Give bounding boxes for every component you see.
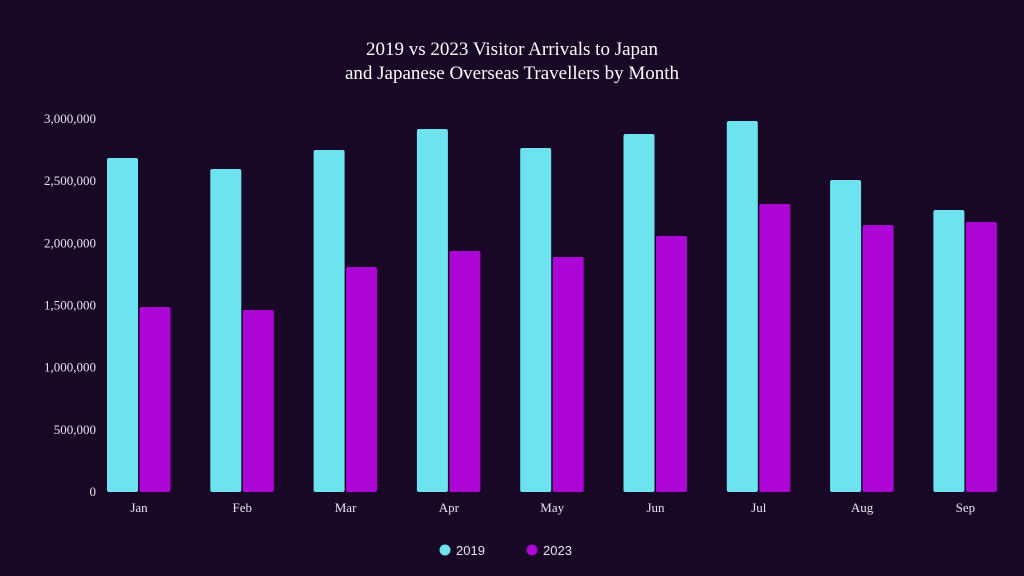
bar-2019-jan (107, 158, 138, 493)
chart-title: 2019 vs 2023 Visitor Arrivals to Japan a… (0, 38, 1024, 86)
x-tick-label: Jul (751, 500, 767, 515)
bar-2019-may (520, 147, 552, 492)
x-tick-label: Jun (646, 500, 665, 515)
chart-title-line-2: and Japanese Overseas Travellers by Mont… (344, 63, 679, 84)
bar-2019-sep (933, 210, 965, 492)
x-tick-label: Aug (851, 500, 874, 515)
x-tick-label: Mar (335, 500, 357, 515)
bar-2019-mar (313, 149, 345, 493)
bar-2023-jan (139, 306, 171, 492)
bar-2023-mar (346, 266, 378, 492)
y-tick-label: 1,000,000 (44, 360, 96, 375)
y-tick-label: 3,000,000 (44, 111, 96, 126)
bar-2019-jul (726, 120, 758, 493)
bar-2019-aug (830, 180, 862, 492)
x-tick-label: Jan (130, 500, 148, 515)
legend-marker-2019 (439, 544, 451, 556)
legend-label-2023: 2023 (543, 543, 572, 558)
chart-title-line-1: 2019 vs 2023 Visitor Arrivals to Japan (366, 39, 658, 60)
bar-2023-may (552, 257, 584, 492)
legend-marker-2023 (526, 544, 538, 556)
bar-2023-aug (862, 225, 894, 492)
y-tick-label: 1,500,000 (44, 298, 96, 313)
bar-2023-jun (656, 235, 687, 492)
y-tick-label: 0 (90, 484, 97, 499)
y-tick-label: 500,000 (54, 422, 96, 437)
bar-2023-apr (449, 251, 481, 492)
y-tick-label: 2,000,000 (44, 235, 96, 250)
x-tick-label: Sep (956, 500, 976, 515)
bar-2019-apr (416, 128, 448, 493)
bar-2023-jul (759, 204, 791, 492)
bar-2019-jun (623, 134, 655, 493)
bar-2023-sep (965, 221, 997, 492)
bar-2023-feb (242, 309, 274, 492)
x-tick-label: May (540, 500, 564, 515)
y-tick-label: 2,500,000 (44, 173, 96, 188)
legend-label-2019: 2019 (456, 543, 485, 558)
bar-2019-feb (210, 168, 242, 492)
x-tick-label: Apr (439, 500, 460, 515)
x-tick-label: Feb (233, 500, 253, 515)
